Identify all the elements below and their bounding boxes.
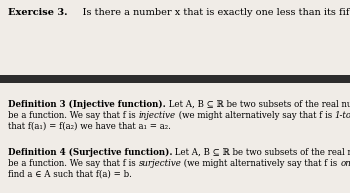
Text: Exercise 3.: Exercise 3. (8, 8, 68, 17)
Bar (0, 75, 350, 83)
Text: onto: onto (340, 159, 350, 168)
Text: that f(a₁) = f(a₂) we have that a₁ = a₂.: that f(a₁) = f(a₂) we have that a₁ = a₂. (8, 122, 171, 131)
Text: Let A, B ⊆ ℝ be two subsets of the real numbers, and let f : A → B: Let A, B ⊆ ℝ be two subsets of the real … (173, 148, 350, 157)
Text: Definition 3 (Injective function).: Definition 3 (Injective function). (8, 100, 166, 109)
Text: (we might alternatively say that f is: (we might alternatively say that f is (181, 159, 340, 168)
Text: be a function. We say that f is: be a function. We say that f is (8, 159, 139, 168)
Text: injective: injective (139, 111, 176, 120)
Text: 1-to-1: 1-to-1 (335, 111, 350, 120)
Text: Is there a number x that is exactly one less than its fifth power?: Is there a number x that is exactly one … (70, 8, 350, 17)
Text: find a ∈ A such that f(a) = b.: find a ∈ A such that f(a) = b. (8, 170, 132, 179)
Text: be a function. We say that f is: be a function. We say that f is (8, 111, 139, 120)
Text: Let A, B ⊆ ℝ be two subsets of the real numbers, and let f : A → B: Let A, B ⊆ ℝ be two subsets of the real … (166, 100, 350, 109)
Text: (we might alternatively say that f is: (we might alternatively say that f is (176, 111, 335, 120)
Text: surjective: surjective (139, 159, 181, 168)
Text: Definition 4 (Surjective function).: Definition 4 (Surjective function). (8, 148, 173, 157)
